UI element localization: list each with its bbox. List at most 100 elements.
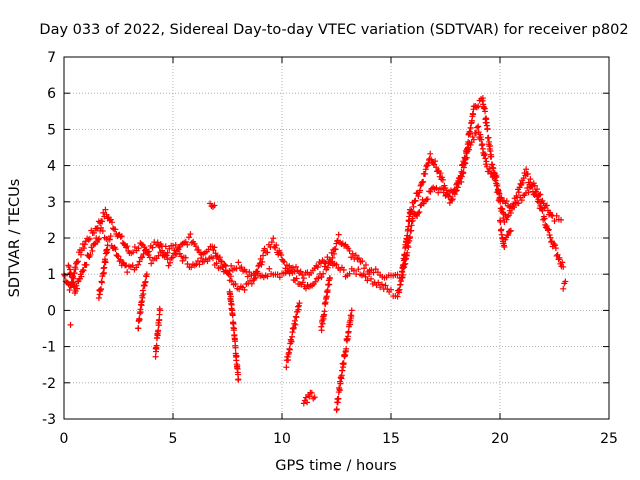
data-point: [178, 253, 185, 260]
data-point: [179, 257, 186, 264]
data-point: [175, 245, 182, 252]
data-point: [483, 158, 490, 165]
series-arc-12: [560, 278, 569, 292]
data-point: [169, 254, 176, 261]
data-point: [102, 206, 109, 213]
data-point: [248, 280, 255, 287]
data-point: [488, 170, 495, 177]
data-point: [185, 234, 192, 241]
data-point: [417, 202, 424, 209]
x-tick-label: 5: [169, 431, 178, 447]
data-point: [405, 223, 412, 230]
data-point: [414, 212, 421, 219]
data-point: [331, 250, 338, 257]
data-point: [488, 153, 495, 160]
data-point: [401, 252, 408, 259]
series-arc-1: [95, 242, 111, 301]
data-point: [254, 268, 261, 275]
data-point: [321, 263, 328, 270]
data-point: [487, 148, 494, 155]
data-point: [497, 218, 504, 225]
data-point: [156, 316, 163, 323]
data-point: [86, 235, 93, 242]
data-point: [228, 278, 235, 285]
data-point: [326, 281, 333, 288]
data-point: [85, 236, 92, 243]
data-point: [452, 188, 459, 195]
data-point: [473, 130, 480, 137]
data-point: [406, 218, 413, 225]
data-point: [287, 266, 294, 273]
data-point: [238, 264, 245, 271]
data-point: [525, 189, 532, 196]
data-point: [432, 158, 439, 165]
data-point: [465, 146, 472, 153]
data-point: [324, 264, 331, 271]
data-point: [544, 227, 551, 234]
data-point: [170, 242, 176, 249]
data-point: [104, 242, 111, 249]
data-point: [542, 221, 549, 228]
data-point: [315, 275, 322, 282]
data-point: [420, 178, 427, 185]
data-point: [107, 216, 114, 223]
data-point: [124, 269, 131, 276]
data-point: [547, 234, 554, 241]
data-point: [67, 321, 74, 328]
data-point: [422, 166, 429, 173]
data-point: [136, 258, 143, 265]
data-point: [102, 259, 109, 266]
data-point: [213, 260, 220, 267]
data-point: [77, 251, 84, 258]
data-point: [428, 156, 435, 163]
x-tick-label: 10: [273, 431, 291, 447]
data-point: [510, 204, 517, 211]
data-marks: [61, 95, 569, 414]
data-point: [99, 227, 106, 234]
data-point: [375, 279, 382, 286]
y-tick-label: 2: [47, 231, 56, 247]
data-point: [252, 272, 259, 279]
y-axis-ticks: -3 -2 -1 0 1 2 3 4 5 6 7: [42, 50, 609, 428]
data-point: [89, 247, 96, 254]
data-point: [98, 279, 105, 286]
data-point: [553, 212, 560, 219]
data-point: [427, 188, 434, 195]
data-point: [514, 194, 521, 201]
data-point: [312, 278, 319, 285]
data-point: [345, 245, 352, 252]
data-point: [264, 249, 271, 256]
data-point: [90, 229, 97, 236]
data-point: [507, 227, 514, 234]
series-arc-6: [283, 300, 303, 371]
data-point: [475, 123, 482, 130]
data-point: [551, 241, 558, 248]
data-point: [482, 155, 489, 162]
data-point: [289, 269, 296, 276]
data-point: [142, 278, 149, 285]
data-point: [129, 262, 136, 269]
x-axis-label: GPS time / hours: [275, 458, 396, 474]
data-point: [116, 258, 123, 265]
data-point: [487, 142, 494, 149]
data-point: [192, 243, 199, 250]
data-point: [505, 232, 512, 239]
data-point: [437, 170, 444, 177]
data-point: [346, 270, 353, 277]
data-point: [72, 266, 79, 273]
data-point: [115, 253, 122, 260]
data-point: [144, 249, 151, 256]
data-point: [152, 353, 159, 360]
data-point: [212, 250, 219, 257]
data-point: [337, 380, 344, 387]
data-point: [112, 246, 119, 253]
data-point: [394, 271, 401, 278]
data-point: [458, 178, 465, 185]
data-point: [515, 189, 522, 196]
data-point: [266, 265, 273, 272]
data-point: [554, 251, 561, 258]
data-point: [416, 187, 423, 194]
data-point: [498, 226, 505, 233]
data-point: [168, 255, 175, 262]
data-point: [333, 261, 340, 268]
